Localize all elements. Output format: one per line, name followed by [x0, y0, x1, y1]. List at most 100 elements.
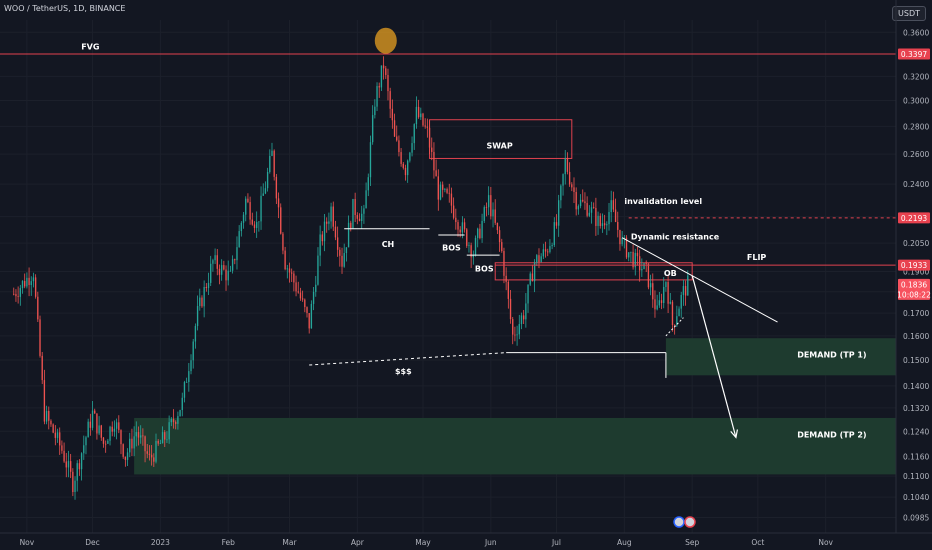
price-tick-label: 0.2600 [903, 150, 929, 159]
candle-body [684, 286, 687, 296]
candle-body [315, 284, 317, 292]
candle [223, 260, 225, 271]
candle [301, 290, 304, 302]
candle [555, 214, 558, 229]
dynamic-resistance-label: Dynamic resistance [631, 232, 720, 241]
candle-body [168, 422, 170, 440]
candle [382, 56, 385, 80]
candle [266, 167, 269, 192]
candle [341, 247, 343, 274]
candle [96, 413, 98, 440]
candle-body [277, 198, 280, 208]
candle-body [525, 303, 527, 320]
event-marker-icon [673, 516, 685, 528]
candle [573, 177, 575, 204]
candle-body [94, 410, 96, 414]
candle [124, 456, 127, 467]
candle [339, 247, 341, 267]
candle-body [400, 152, 402, 164]
candle [91, 400, 94, 431]
candle-body [210, 263, 212, 283]
chart-gridlines [0, 20, 896, 533]
currency-selector-button[interactable]: USDT [892, 6, 926, 21]
candle [253, 221, 256, 233]
candle [568, 162, 571, 187]
candle [54, 425, 57, 446]
candle-body [253, 224, 256, 228]
candle [288, 262, 291, 283]
candle-body [446, 189, 448, 193]
candle-body [687, 275, 689, 296]
candle-body [249, 202, 251, 220]
candle [630, 251, 632, 263]
candle-body [474, 237, 477, 256]
candle [229, 265, 232, 272]
candle-body [251, 219, 253, 225]
candle-body [312, 291, 315, 304]
candle-body [275, 176, 278, 199]
price-tick-label: 0.1400 [903, 382, 929, 391]
candle-body [588, 212, 590, 216]
candle-body [85, 437, 87, 446]
candle-body [358, 218, 361, 221]
candle [65, 452, 67, 478]
candle-body [223, 265, 225, 270]
candle-body [614, 209, 617, 222]
candle-body [625, 237, 628, 258]
candle-body [492, 209, 494, 217]
candlestick-series [13, 56, 689, 500]
candle [617, 211, 619, 238]
candle-body [490, 195, 492, 217]
candle-body [641, 269, 643, 271]
candle-body [636, 252, 639, 257]
candle [547, 248, 549, 257]
candle [137, 426, 140, 446]
candle-body [601, 223, 604, 227]
candle [201, 295, 203, 308]
candle-body [437, 176, 439, 200]
candle [374, 99, 376, 119]
candle-body [113, 428, 116, 432]
time-tick-label: Mar [282, 538, 297, 547]
candle-body [584, 201, 586, 204]
candle [177, 411, 179, 430]
candle [608, 202, 610, 231]
candle-body [435, 170, 437, 177]
candle-body [260, 195, 262, 222]
candle [17, 286, 19, 304]
candle-body [369, 142, 372, 178]
candle-body [606, 224, 608, 226]
price-badge: 0.1836 [898, 278, 930, 290]
candle-body [544, 249, 547, 252]
candle-body [538, 255, 540, 262]
candle [496, 222, 499, 235]
candle [474, 235, 477, 257]
candle [216, 249, 218, 276]
candle-body [74, 480, 76, 493]
candle-body [442, 184, 444, 190]
candle-body [229, 270, 232, 272]
candle-body [111, 426, 113, 432]
candle-body [264, 188, 267, 194]
candle-body [363, 208, 365, 214]
candle [155, 433, 157, 464]
candle [595, 197, 597, 236]
candle-body [194, 326, 197, 342]
candle-body [13, 293, 15, 295]
candle [122, 443, 124, 459]
candle [433, 142, 435, 179]
candle-body [680, 294, 682, 309]
candle-body [317, 255, 319, 285]
candle-body [485, 207, 488, 208]
candle-body [448, 192, 450, 194]
projection-arrow-head [730, 429, 739, 439]
candle-body [501, 242, 503, 252]
candle [194, 323, 197, 349]
candle-body [69, 461, 72, 472]
price-tick-label: 0.3200 [903, 72, 929, 81]
candle [649, 274, 652, 296]
candle [512, 317, 514, 345]
candle-body [597, 215, 599, 226]
